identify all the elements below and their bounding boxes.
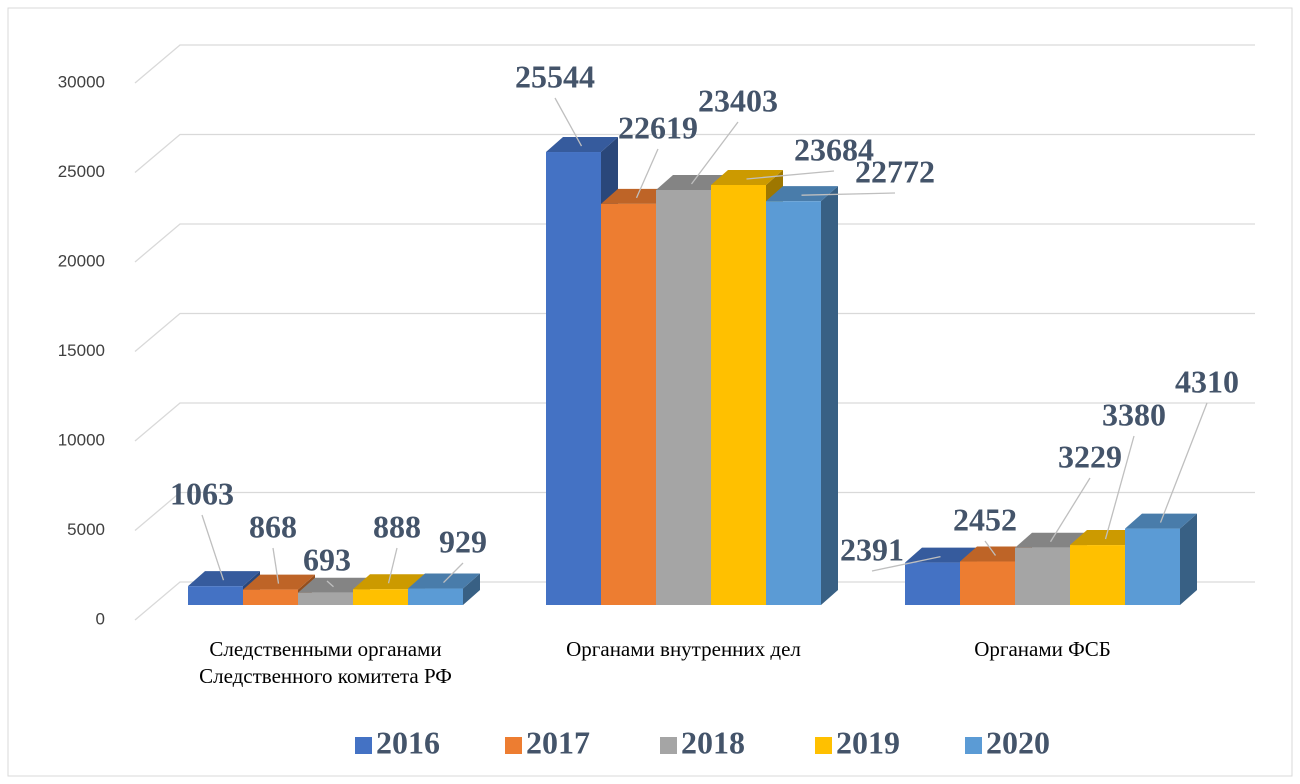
legend-label: 2016 bbox=[376, 724, 440, 760]
x-tick-label: Органами внутренних дел bbox=[566, 637, 801, 661]
bar-side bbox=[821, 186, 838, 606]
leader-line bbox=[554, 97, 583, 147]
leader-line bbox=[1159, 402, 1208, 523]
leader-line bbox=[871, 555, 941, 572]
bar bbox=[711, 185, 766, 606]
bar-top bbox=[243, 574, 315, 590]
data-label: 888 bbox=[373, 508, 421, 544]
grid-line bbox=[134, 402, 1255, 442]
y-tick-label: 10000 bbox=[58, 430, 105, 449]
data-label: 868 bbox=[249, 508, 297, 544]
bar bbox=[298, 592, 353, 605]
bar bbox=[656, 189, 711, 605]
legend-swatch bbox=[660, 737, 677, 754]
leader-line bbox=[690, 121, 739, 185]
leader-line bbox=[443, 562, 464, 583]
y-tick-label: 0 bbox=[96, 609, 105, 628]
data-label: 4310 bbox=[1175, 363, 1239, 399]
legend-swatch bbox=[355, 737, 372, 754]
data-label: 22619 bbox=[618, 109, 698, 145]
bar bbox=[188, 586, 243, 605]
bar bbox=[353, 589, 408, 605]
leader-line bbox=[201, 514, 225, 581]
bar-top bbox=[546, 137, 618, 153]
grid-line bbox=[134, 581, 1255, 621]
bar bbox=[1070, 545, 1125, 605]
leader-line bbox=[635, 148, 659, 199]
bar-top bbox=[960, 546, 1032, 562]
grid-line bbox=[134, 44, 1255, 84]
grid-line bbox=[134, 491, 1255, 531]
bar bbox=[1015, 547, 1070, 605]
data-label: 2391 bbox=[840, 531, 904, 567]
bar bbox=[408, 588, 463, 605]
legend-swatch bbox=[505, 737, 522, 754]
legend-label: 2019 bbox=[836, 724, 900, 760]
leader-line bbox=[387, 547, 398, 584]
bar-top bbox=[408, 573, 480, 589]
data-label: 23684 bbox=[794, 131, 874, 167]
data-label: 23403 bbox=[698, 82, 778, 118]
data-label: 2452 bbox=[953, 501, 1017, 537]
bar-top bbox=[188, 571, 260, 587]
bar-side bbox=[1180, 513, 1197, 605]
data-label: 693 bbox=[303, 541, 351, 577]
bar bbox=[1125, 528, 1180, 605]
bar bbox=[243, 589, 298, 605]
leader-line bbox=[326, 580, 334, 588]
data-label: 929 bbox=[439, 523, 487, 559]
leader-line bbox=[984, 540, 997, 556]
bar-top bbox=[711, 170, 783, 186]
legend-swatch bbox=[965, 737, 982, 754]
legend-swatch bbox=[815, 737, 832, 754]
bar bbox=[546, 152, 601, 606]
grid-line bbox=[134, 223, 1255, 263]
bar-side bbox=[463, 573, 480, 605]
y-tick-label: 25000 bbox=[58, 162, 105, 181]
bar bbox=[960, 561, 1015, 605]
y-tick-label: 5000 bbox=[67, 520, 105, 539]
bar bbox=[601, 203, 656, 605]
data-label: 3229 bbox=[1058, 438, 1122, 474]
data-label: 22772 bbox=[855, 153, 935, 189]
bar bbox=[905, 562, 960, 605]
bar bbox=[766, 201, 821, 606]
leader-line bbox=[1049, 477, 1091, 543]
legend-label: 2017 bbox=[526, 724, 590, 760]
leader-line bbox=[801, 192, 896, 196]
grid-line bbox=[134, 312, 1255, 352]
y-tick-label: 20000 bbox=[58, 251, 105, 270]
data-label: 1063 bbox=[170, 475, 234, 511]
data-label: 3380 bbox=[1102, 396, 1166, 432]
bar-top bbox=[766, 186, 838, 202]
legend-label: 2020 bbox=[986, 724, 1050, 760]
bar-top bbox=[905, 547, 977, 563]
leader-line bbox=[1104, 435, 1135, 540]
x-tick-label: Органами ФСБ bbox=[974, 637, 1111, 661]
bar-top bbox=[298, 577, 370, 593]
leader-line bbox=[272, 547, 280, 584]
legend-label: 2018 bbox=[681, 724, 745, 760]
y-tick-label: 15000 bbox=[58, 341, 105, 360]
x-tick-label: Следственными органами Следственного ком… bbox=[199, 637, 452, 688]
y-tick-label: 30000 bbox=[58, 72, 105, 91]
data-label: 25544 bbox=[515, 58, 595, 94]
leader-line bbox=[746, 170, 835, 180]
grid-line bbox=[134, 133, 1255, 173]
